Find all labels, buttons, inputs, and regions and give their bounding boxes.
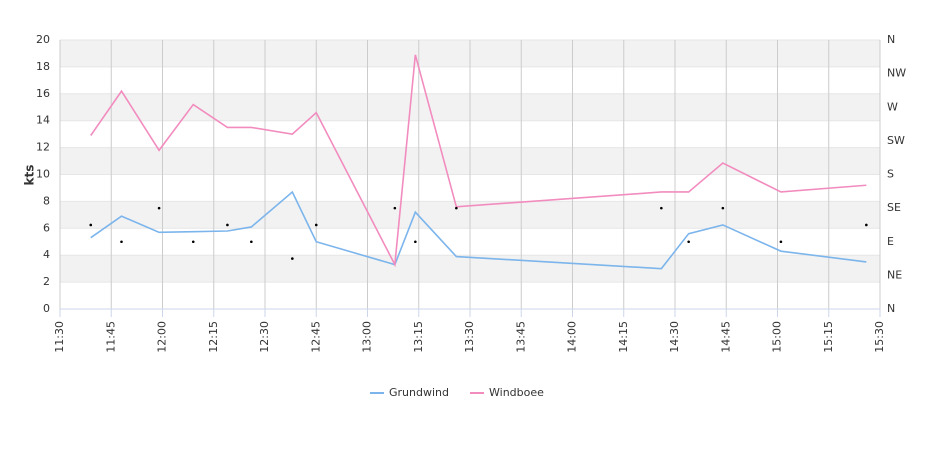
- legend-label: Windboee: [489, 386, 544, 399]
- y-tick-label: 6: [43, 221, 50, 234]
- direction-point: [250, 240, 253, 244]
- x-tick-label: 14:15: [617, 321, 630, 353]
- x-tick-label: 12:45: [309, 321, 322, 353]
- direction-point: [120, 240, 123, 244]
- y2-tick-label: SW: [887, 134, 905, 147]
- y-tick-label: 12: [36, 141, 50, 154]
- x-tick-label: 13:00: [361, 321, 374, 353]
- direction-point: [865, 223, 868, 227]
- y-tick-label: 16: [36, 87, 50, 100]
- y2-tick-label: N: [887, 33, 895, 46]
- y-tick-label: 14: [36, 114, 50, 127]
- x-tick-label: 15:30: [873, 321, 886, 353]
- x-tick-label: 12:30: [258, 321, 271, 353]
- y-tick-label: 8: [43, 194, 50, 207]
- y2-tick-label: NW: [887, 67, 906, 80]
- x-tick-label: 13:45: [514, 321, 527, 353]
- x-tick-label: 13:30: [463, 321, 476, 353]
- direction-point: [721, 206, 725, 210]
- y2-tick-label: NE: [887, 268, 902, 281]
- series-line: [90, 54, 867, 268]
- y2-tick-label: SE: [887, 201, 901, 214]
- x-tick-label: 12:15: [207, 321, 220, 353]
- direction-point: [687, 240, 690, 244]
- direction-point: [157, 206, 161, 210]
- y2-tick-label: S: [887, 168, 894, 181]
- direction-point: [89, 223, 93, 227]
- y2-tick-label: E: [887, 235, 894, 248]
- y2-tick-label: W: [887, 100, 898, 113]
- direction-point: [314, 223, 318, 227]
- x-tick-label: 13:15: [412, 321, 425, 353]
- x-tick-label: 14:30: [668, 321, 681, 353]
- direction-point: [414, 240, 417, 244]
- x-tick-label: 15:00: [771, 321, 784, 353]
- y-tick-label: 0: [43, 302, 50, 315]
- direction-point: [779, 240, 783, 244]
- y-tick-label: 4: [43, 248, 50, 261]
- direction-point: [393, 206, 397, 210]
- direction-point: [291, 257, 294, 260]
- legend-label: Grundwind: [389, 386, 449, 399]
- y-tick-label: 10: [36, 168, 50, 181]
- x-tick-label: 14:00: [566, 321, 579, 353]
- direction-point: [660, 206, 663, 210]
- x-tick-label: 14:45: [719, 321, 732, 353]
- direction-point: [191, 240, 195, 244]
- y-axis-label: kts: [23, 165, 37, 186]
- y2-tick-label: N: [887, 302, 895, 315]
- direction-point: [226, 223, 229, 227]
- y-tick-label: 20: [36, 33, 50, 46]
- y-tick-label: 18: [36, 60, 50, 73]
- x-tick-label: 11:30: [53, 321, 66, 353]
- y-tick-label: 2: [43, 275, 50, 288]
- series-line: [90, 190, 867, 270]
- direction-point: [455, 206, 458, 210]
- x-tick-label: 15:15: [822, 321, 835, 353]
- x-tick-label: 12:00: [156, 321, 169, 353]
- x-tick-label: 11:45: [104, 321, 117, 353]
